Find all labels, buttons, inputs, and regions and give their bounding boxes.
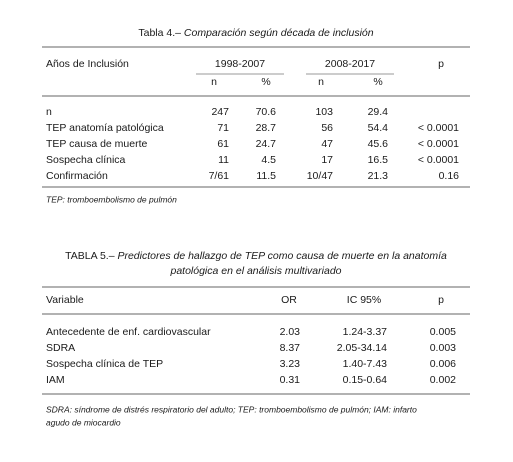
cell: 0.31	[280, 374, 301, 386]
cell: Sospecha clínica de TEP	[46, 358, 163, 370]
header-cell: 1998-2007	[215, 58, 265, 70]
cell: 0.006	[430, 358, 456, 370]
footnote: SDRA: síndrome de distrés respiratorio d…	[46, 404, 417, 414]
title-label: TABLA 5.–	[65, 250, 115, 262]
header-cell: OR	[281, 294, 297, 306]
cell: 56	[321, 122, 333, 134]
cell: 247	[211, 106, 229, 118]
header-cell: 2008-2017	[325, 58, 375, 70]
cell: 2.03	[280, 326, 301, 338]
cell: 0.15-0.64	[343, 374, 388, 386]
cell: 1.40-7.43	[343, 358, 388, 370]
title-text: Predictores de hallazgo de TEP como caus…	[117, 250, 447, 262]
table-title: TABLA 5.– Predictores de hallazgo de TEP…	[65, 250, 447, 262]
cell: 11.5	[256, 170, 276, 182]
cell: 21.3	[368, 170, 389, 182]
cell: 2.05-34.14	[337, 342, 387, 354]
cell: < 0.0001	[418, 138, 459, 150]
cell: 61	[217, 138, 229, 150]
header-cell: p	[438, 294, 444, 306]
cell: 10/47	[307, 170, 333, 182]
cell: 70.6	[256, 106, 277, 118]
cell: n	[46, 106, 52, 118]
cell: 0.16	[439, 170, 460, 182]
subheader-cell: %	[261, 76, 270, 88]
cell: 3.23	[280, 358, 301, 370]
subheader-cell: n	[318, 76, 324, 88]
cell: < 0.0001	[418, 122, 459, 134]
cell: 54.4	[368, 122, 389, 134]
cell: 103	[315, 106, 333, 118]
cell: TEP causa de muerte	[46, 138, 148, 150]
subheader-cell: %	[373, 76, 382, 88]
cell: IAM	[46, 374, 65, 386]
cell: 0.002	[430, 374, 456, 386]
header-cell: p	[438, 58, 444, 70]
cell: 71	[217, 122, 229, 134]
cell: < 0.0001	[418, 154, 459, 166]
cell: 8.37	[280, 342, 301, 354]
cell: 4.5	[261, 154, 276, 166]
cell: 17	[321, 154, 333, 166]
cell: 1.24-3.37	[343, 326, 388, 338]
cell: 0.005	[430, 326, 456, 338]
cell: Sospecha clínica	[46, 154, 126, 166]
title-label: Tabla 4.–	[138, 27, 181, 39]
title-text: patológica en el análisis multivariado	[169, 265, 341, 277]
table-title: Tabla 4.– Comparación según década de in…	[138, 27, 373, 39]
footnote: agudo de miocardio	[46, 417, 121, 427]
cell: Antecedente de enf. cardiovascular	[46, 326, 211, 338]
cell: 0.003	[430, 342, 456, 354]
header-cell: IC 95%	[347, 294, 381, 306]
header-cell: Años de Inclusión	[46, 58, 129, 70]
subheader-cell: n	[211, 76, 217, 88]
cell: 16.5	[368, 154, 389, 166]
cell: Confirmación	[46, 170, 108, 182]
cell: TEP anatomía patológica	[46, 122, 164, 134]
cell: 11	[218, 154, 229, 166]
header-cell: Variable	[46, 294, 84, 306]
footnote: TEP: tromboembolismo de pulmón	[46, 194, 177, 204]
cell: 28.7	[256, 122, 277, 134]
title-text: Comparación según década de inclusión	[184, 27, 374, 39]
cell: 45.6	[368, 138, 389, 150]
cell: 7/61	[209, 170, 230, 182]
cell: SDRA	[46, 342, 75, 354]
cell: 24.7	[256, 138, 277, 150]
cell: 29.4	[368, 106, 389, 118]
cell: 47	[321, 138, 333, 150]
